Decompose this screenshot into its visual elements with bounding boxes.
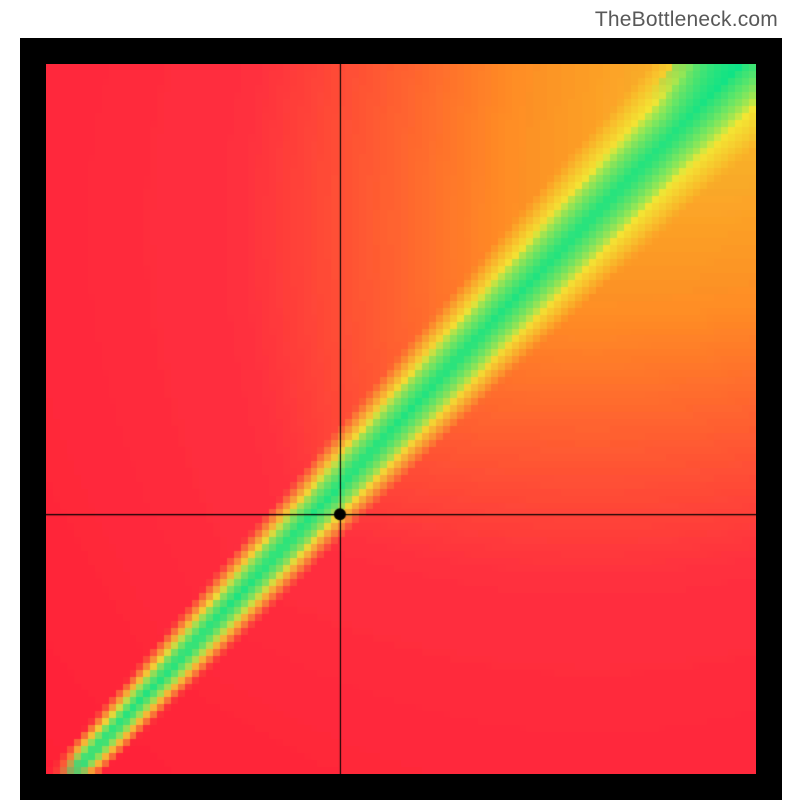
attribution-label: TheBottleneck.com xyxy=(595,8,778,32)
heatmap-canvas xyxy=(46,64,756,774)
chart-container: TheBottleneck.com xyxy=(0,0,800,800)
chart-frame xyxy=(20,38,782,800)
